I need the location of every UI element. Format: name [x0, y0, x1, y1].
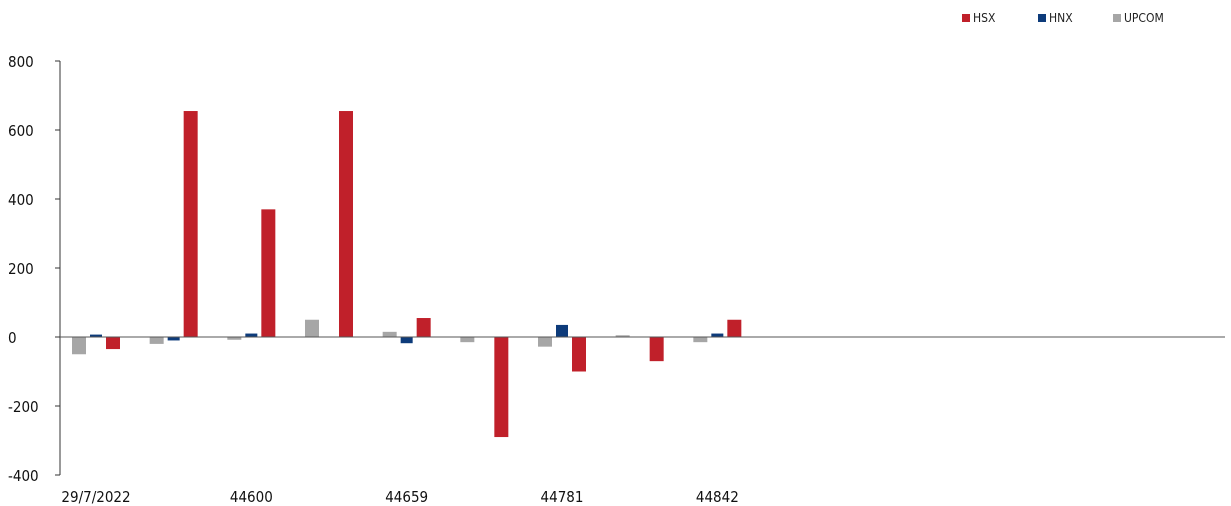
bar-hsx: [261, 209, 276, 337]
legend-label-hnx: HNX: [1049, 11, 1073, 25]
y-tick-label: -400: [8, 467, 39, 485]
legend-swatch-upcom: [1113, 14, 1121, 22]
bar-hnx: [245, 333, 258, 337]
bar-hsx: [416, 318, 431, 337]
bars: [72, 111, 742, 438]
y-tick-label: 0: [8, 329, 17, 347]
y-tick-label: 200: [8, 260, 34, 278]
legend-label-hsx: HSX: [973, 11, 996, 25]
bar-hnx: [90, 334, 102, 337]
bar-upcom: [305, 319, 319, 337]
x-tick-label: 44659: [385, 488, 428, 506]
y-tick-label: -200: [8, 398, 39, 416]
legend-label-upcom: UPCOM: [1124, 11, 1164, 25]
bar-hsx: [339, 111, 353, 338]
legend-swatch-hnx: [1038, 14, 1046, 22]
bar-hnx: [711, 333, 724, 337]
bar-upcom: [693, 337, 708, 343]
bar-upcom: [615, 335, 630, 337]
x-tick-label: 44842: [696, 488, 739, 506]
bar-hnx: [400, 337, 413, 344]
bar-hsx: [106, 337, 120, 350]
x-tick-label: 44781: [541, 488, 584, 506]
bar-hsx: [572, 337, 586, 372]
x-tick-label: 44600: [230, 488, 273, 506]
bar-hsx: [649, 337, 664, 362]
bar-hsx: [183, 111, 198, 338]
bar-upcom: [538, 337, 552, 347]
x-axis: 29/7/2022 44600 44659 44781 44842: [60, 336, 1225, 506]
bar-upcom: [149, 337, 164, 344]
y-axis: 800 600 400 200 0 -200 -400: [8, 53, 61, 485]
bar-upcom: [227, 337, 242, 340]
bar-upcom: [460, 337, 475, 343]
y-tick-label: 800: [8, 53, 34, 71]
y-tick-label: 600: [8, 122, 34, 140]
legend-swatch-hsx: [962, 14, 970, 22]
y-tick-label: 400: [8, 191, 34, 209]
legend: HSX HNX UPCOM: [962, 11, 1164, 25]
bar-upcom: [382, 331, 397, 337]
bar-upcom: [72, 337, 86, 355]
bar-hnx: [167, 337, 180, 341]
x-tick-label: 29/7/2022: [61, 488, 130, 506]
bar-hsx: [494, 337, 509, 438]
bar-hsx: [727, 319, 742, 337]
bar-hnx: [556, 324, 568, 337]
